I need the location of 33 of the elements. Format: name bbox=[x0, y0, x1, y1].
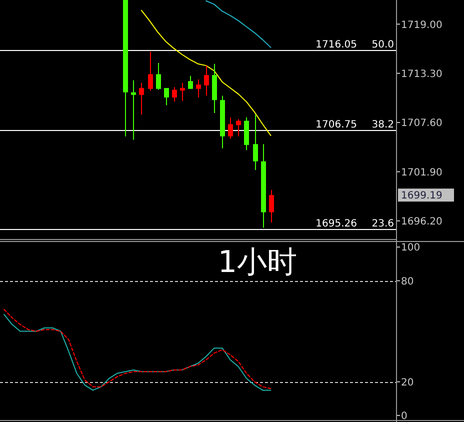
annotation: 50.0 bbox=[372, 40, 394, 50]
candlestick bbox=[156, 62, 161, 90]
line-series bbox=[206, 0, 272, 48]
y-tick-label: 1713.30 bbox=[401, 68, 442, 80]
candlestick bbox=[204, 65, 209, 96]
candlestick bbox=[131, 80, 136, 140]
ref-line-label: 1716.05 bbox=[316, 40, 357, 50]
candlestick bbox=[164, 88, 169, 106]
candlestick bbox=[228, 116, 233, 140]
annotation: 38.2 bbox=[372, 120, 394, 130]
candlestick bbox=[253, 114, 258, 170]
candlestick bbox=[236, 118, 241, 137]
line-series bbox=[140, 10, 272, 136]
candlestick bbox=[139, 82, 144, 116]
y-tick-label: 100 bbox=[401, 242, 420, 254]
ref-line-label: 1695.26 bbox=[316, 218, 357, 230]
text: 1699.19 bbox=[401, 190, 442, 202]
y-tick-label: 1707.60 bbox=[401, 118, 442, 130]
y-tick-label: 1719.00 bbox=[401, 20, 442, 31]
candlestick bbox=[172, 86, 177, 102]
annotation: 23.6 bbox=[372, 218, 394, 230]
ref-line-label: 1706.75 bbox=[316, 120, 357, 130]
candlestick bbox=[148, 51, 153, 92]
y-tick-label: 1696.20 bbox=[401, 216, 442, 228]
chart-title: 1小时 bbox=[218, 245, 297, 280]
y-tick-label: 20 bbox=[401, 377, 414, 388]
y-tick-label: 1701.90 bbox=[401, 167, 442, 178]
candlestick bbox=[196, 78, 201, 98]
y-tick-label: 0 bbox=[401, 411, 408, 422]
candlestick bbox=[180, 82, 185, 102]
candlestick bbox=[188, 75, 193, 90]
y-tick-label: 80 bbox=[401, 276, 414, 288]
candlestick bbox=[269, 189, 274, 224]
